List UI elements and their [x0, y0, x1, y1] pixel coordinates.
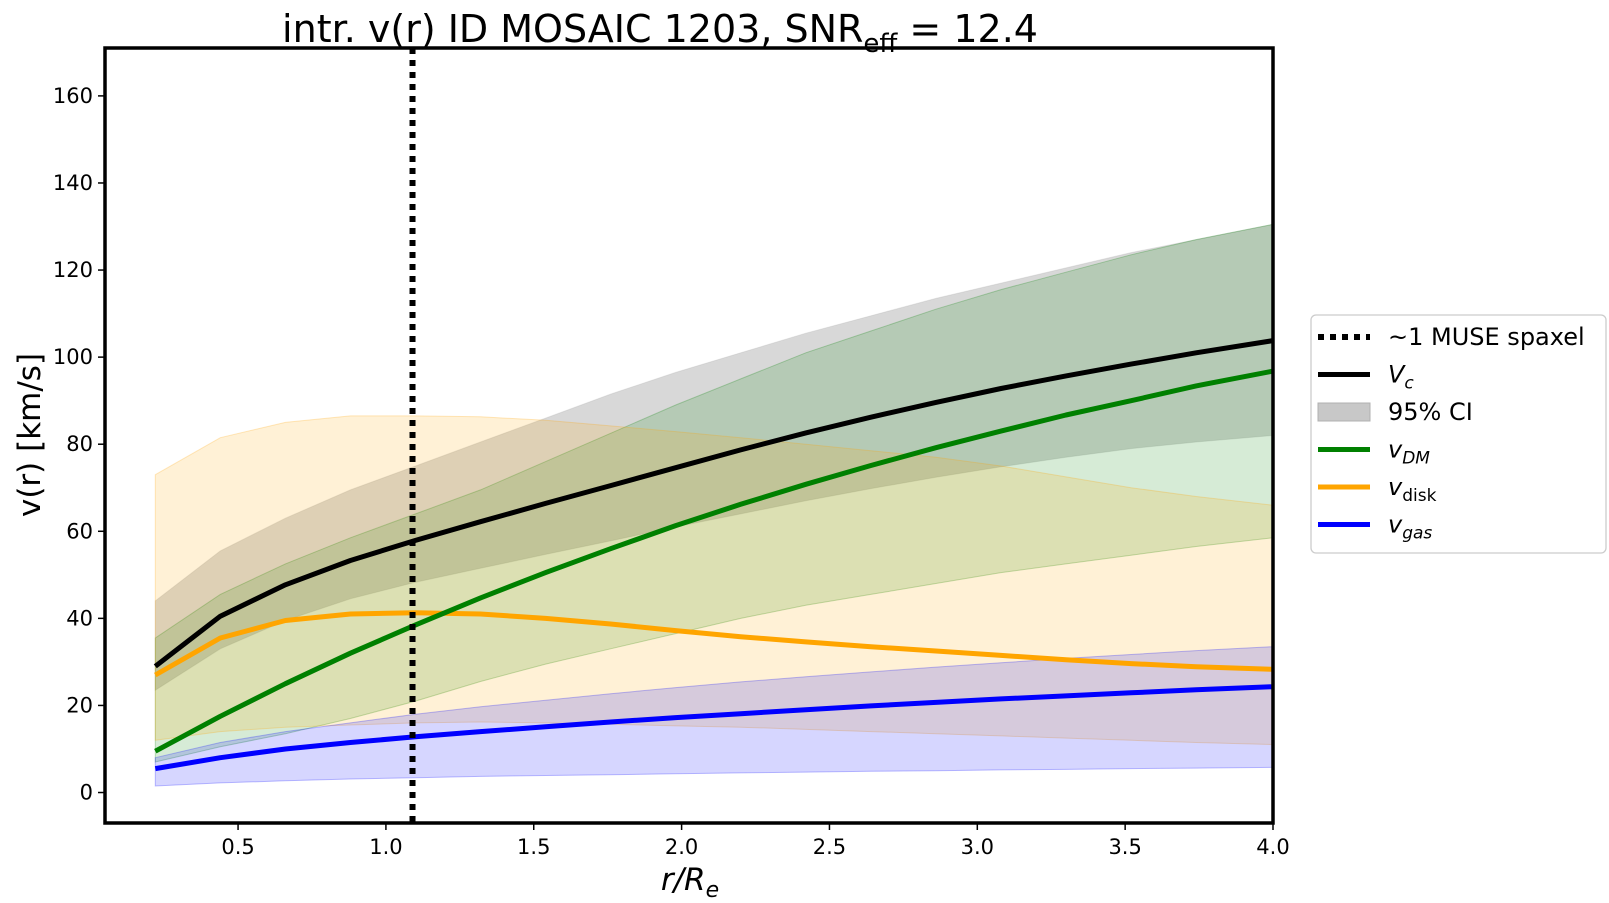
y-axis-ticks: 0 20 40 60 80 100 120 140 160: [53, 84, 105, 805]
y-tick-label: 60: [66, 519, 93, 543]
y-tick-label: 0: [80, 781, 93, 805]
x-tick-label: 1.5: [517, 835, 550, 859]
series-line-vc: [153, 338, 1273, 669]
legend-box: [1310, 314, 1607, 554]
x-tick-label: 3.0: [961, 835, 994, 859]
x-axis-label-main: r/R: [661, 862, 706, 898]
y-tick-label: 80: [66, 432, 93, 456]
x-tick-label: 2.0: [665, 835, 698, 859]
series-line-vdm: [154, 368, 1273, 754]
series-line-vdisk: [154, 610, 1273, 678]
x-tick-label: 3.5: [1108, 835, 1141, 859]
confidence-bands: [154, 223, 1273, 787]
y-tick-label: 40: [66, 606, 93, 630]
y-tick-label: 100: [53, 345, 93, 369]
x-tick-label: 1.0: [369, 835, 402, 859]
x-axis-label: r/Re: [661, 862, 719, 903]
y-tick-label: 160: [53, 84, 93, 108]
y-tick-label: 120: [53, 258, 93, 282]
y-tick-label: 140: [53, 171, 93, 195]
y-axis-label: v(r) [km/s]: [12, 353, 48, 517]
x-axis-ticks: 0.5 1.0 1.5 2.0 2.5 3.0 3.5 4.0: [221, 823, 1290, 859]
plot-frame: [103, 46, 1275, 825]
series-line-vgas: [154, 684, 1273, 772]
plot-area: [153, 48, 1273, 823]
y-tick-label: 20: [66, 693, 93, 717]
legend-label-vgas: vgas: [1388, 511, 1432, 544]
legend-label-vc: Vc: [1388, 361, 1414, 394]
chart-title-sub: eff: [863, 29, 898, 59]
chart-title-main: intr. v(r) ID MOSAIC 1203, SNR: [282, 7, 863, 51]
ci-band-vdisk: [154, 415, 1273, 746]
x-tick-label: 2.5: [813, 835, 846, 859]
legend-handle-ci: [1317, 402, 1371, 422]
series-lines: [153, 338, 1273, 772]
legend-label-vline: ~1 MUSE spaxel: [1388, 323, 1585, 351]
x-tick-label: 4.0: [1256, 835, 1289, 859]
x-axis-label-sub: e: [706, 878, 720, 903]
legend: ~1 MUSE spaxel Vc 95% CI vDM vdisk vgas: [1310, 314, 1607, 554]
legend-label-ci: 95% CI: [1388, 398, 1473, 426]
x-tick-label: 0.5: [221, 835, 254, 859]
legend-items: ~1 MUSE spaxel Vc 95% CI vDM vdisk vgas: [1317, 323, 1585, 544]
ci-band-vdm: [154, 223, 1273, 763]
legend-label-vdisk: vdisk: [1388, 473, 1437, 506]
chart-title: intr. v(r) ID MOSAIC 1203, SNReff = 12.4: [282, 7, 1038, 59]
legend-label-vdm: vDM: [1388, 436, 1430, 469]
chart-title-tail: = 12.4: [897, 7, 1038, 51]
